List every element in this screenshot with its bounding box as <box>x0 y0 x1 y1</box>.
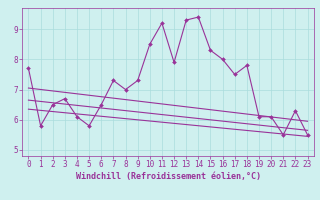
X-axis label: Windchill (Refroidissement éolien,°C): Windchill (Refroidissement éolien,°C) <box>76 172 260 181</box>
